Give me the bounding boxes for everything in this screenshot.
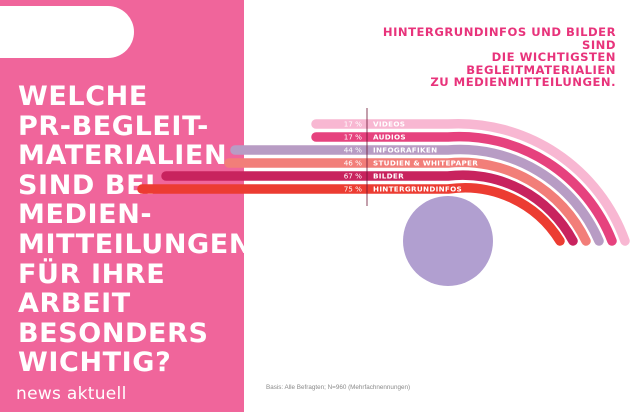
bar-group — [137, 118, 630, 246]
chart-title: HINTERGRUNDINFOS UND BILDER SIND DIE WIC… — [382, 25, 616, 89]
decorative-pill — [0, 6, 134, 58]
bar-videos — [311, 118, 630, 246]
category-label: STUDIEN & WHITEPAPER — [373, 159, 478, 168]
category-label: VIDEOS — [373, 120, 405, 129]
value-label: 17 % — [344, 133, 362, 142]
survey-question: WELCHE PR-BEGLEIT- MATERIALIEN SIND BEI … — [18, 81, 244, 379]
left-panel: WELCHE PR-BEGLEIT- MATERIALIEN SIND BEI … — [0, 0, 244, 412]
category-label: AUDIOS — [373, 133, 406, 142]
bar-audios — [311, 131, 617, 246]
bar-labels: 17 % VIDEOS 17 % AUDIOS 44 % INFOGRAFIKEN 46 %… — [344, 120, 478, 194]
category-label: HINTERGRUNDINFOS — [373, 185, 462, 194]
value-label: 44 % — [344, 146, 362, 155]
footnote: Basis: Alle Befragten; N=960 (Mehrfachne… — [266, 384, 411, 391]
bar-infografiken — [230, 144, 604, 246]
value-label: 67 % — [344, 172, 362, 181]
value-label: 17 % — [344, 120, 362, 129]
bar-bilder — [161, 170, 578, 246]
category-label: INFOGRAFIKEN — [373, 146, 437, 155]
category-label: BILDER — [373, 172, 404, 181]
center-circle — [403, 196, 493, 286]
value-label: 46 % — [344, 159, 362, 168]
value-label: 75 % — [344, 185, 362, 194]
bar-hintergrundinfos — [137, 183, 565, 246]
brand-logo-text: news aktuell — [16, 384, 127, 404]
bar-studien-whitepaper — [224, 157, 591, 246]
